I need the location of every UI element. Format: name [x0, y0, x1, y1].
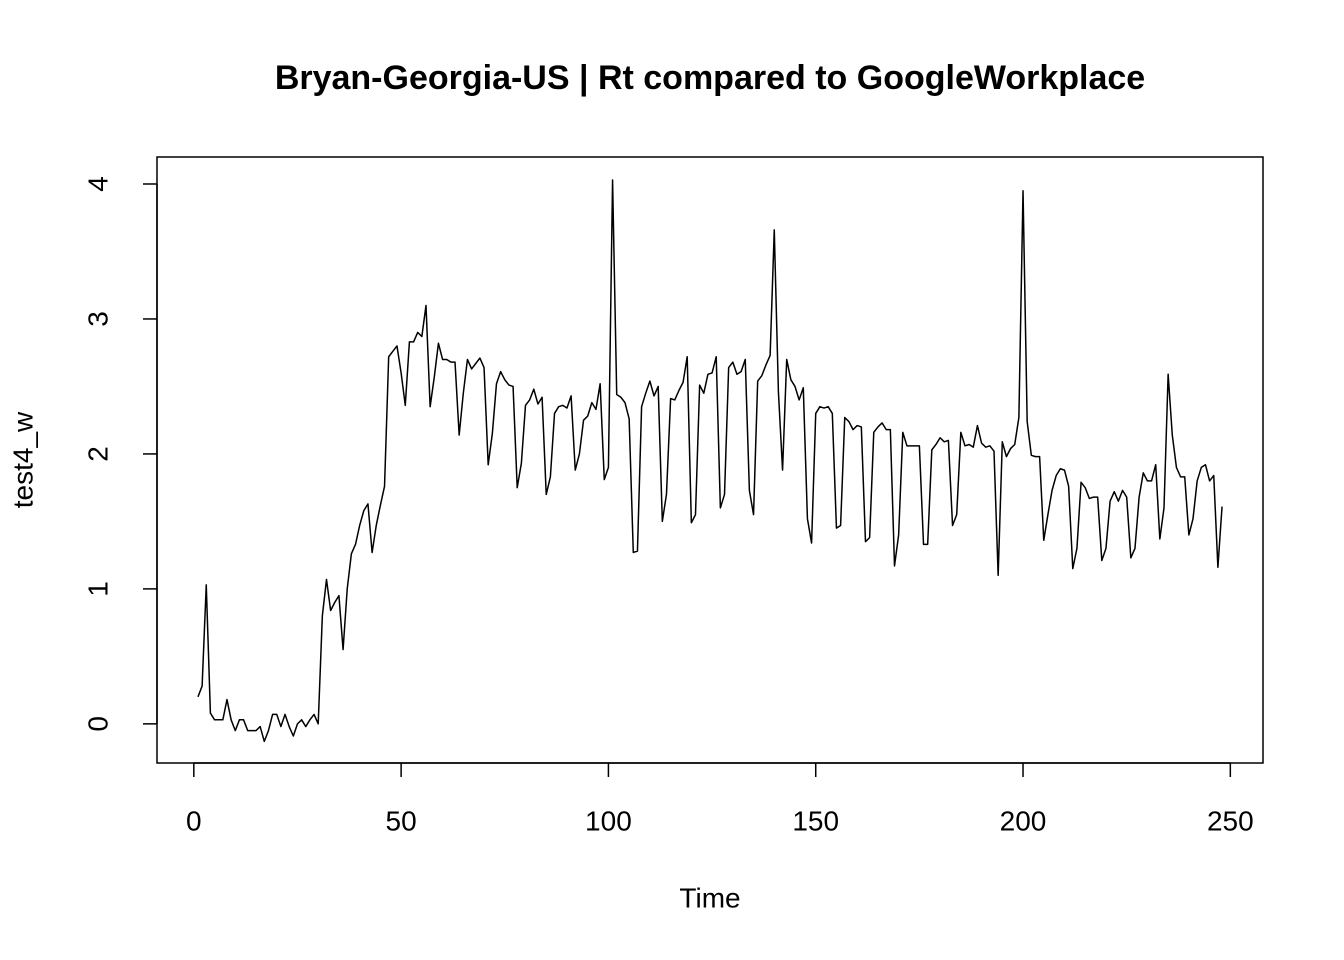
- x-tick-label: 0: [186, 805, 202, 836]
- chart-title: Bryan-Georgia-US | Rt compared to Google…: [275, 59, 1145, 97]
- x-axis-label: Time: [679, 882, 740, 913]
- x-tick-label: 100: [585, 805, 632, 836]
- y-tick-label: 3: [82, 311, 113, 327]
- plot-frame: [156, 156, 1264, 764]
- y-tick-label: 1: [82, 581, 113, 597]
- y-tick-label: 4: [82, 176, 113, 192]
- y-tick-label: 2: [82, 446, 113, 462]
- y-axis-label: test4_w: [7, 411, 38, 508]
- series-line: [197, 179, 1223, 743]
- x-tick-label: 250: [1207, 805, 1254, 836]
- x-tick-label: 200: [1000, 805, 1047, 836]
- x-tick-label: 150: [792, 805, 839, 836]
- x-tick-label: 50: [386, 805, 417, 836]
- y-tick-label: 0: [82, 716, 113, 732]
